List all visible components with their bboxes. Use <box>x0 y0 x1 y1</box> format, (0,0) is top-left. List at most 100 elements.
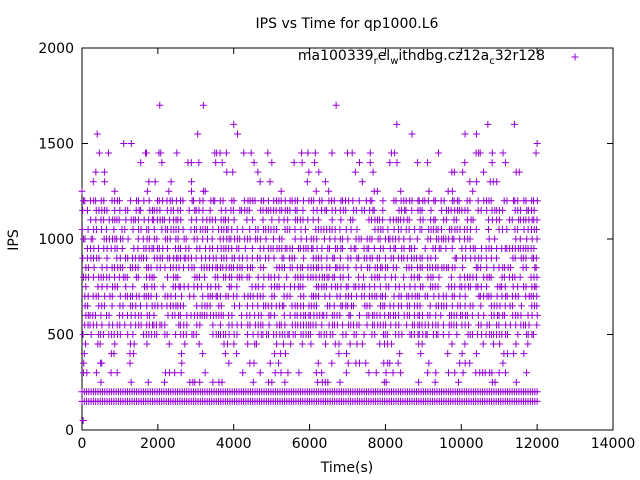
data-point <box>197 283 205 291</box>
data-point <box>330 302 338 310</box>
data-point <box>137 311 145 319</box>
data-point <box>530 245 538 253</box>
data-point <box>80 359 88 367</box>
data-point <box>415 378 423 386</box>
data-point <box>414 159 422 167</box>
data-point <box>206 302 214 310</box>
data-point <box>281 321 289 329</box>
data-point <box>259 292 267 300</box>
data-point <box>218 159 226 167</box>
data-point <box>357 235 365 243</box>
data-point <box>90 264 98 272</box>
data-point <box>368 235 376 243</box>
data-point <box>228 311 236 319</box>
data-point <box>118 245 126 253</box>
data-point <box>178 359 186 367</box>
data-point <box>332 101 340 109</box>
data-point <box>448 187 456 195</box>
data-point <box>424 159 432 167</box>
data-point <box>431 378 439 386</box>
data-point <box>370 245 378 253</box>
data-point <box>150 311 158 319</box>
data-point <box>417 350 425 358</box>
data-point <box>100 302 108 310</box>
data-point <box>108 292 116 300</box>
data-point <box>397 369 405 377</box>
data-point <box>386 359 394 367</box>
data-point <box>318 321 326 329</box>
data-point <box>516 273 524 281</box>
data-point <box>397 302 405 310</box>
data-point <box>252 340 260 348</box>
data-point <box>129 331 137 338</box>
data-point <box>280 311 288 319</box>
data-point <box>416 302 424 310</box>
data-point <box>452 216 460 224</box>
data-point <box>102 225 110 233</box>
data-point <box>280 254 288 262</box>
data-point <box>368 197 376 205</box>
data-point <box>336 378 344 386</box>
legend-label: ma100339relwithdbg.cz12ac32r128 <box>298 48 545 67</box>
data-point <box>275 273 283 281</box>
data-point <box>174 273 182 281</box>
x-axis-label: Time(s) <box>320 460 373 476</box>
data-point <box>532 225 540 233</box>
data-point <box>533 216 541 224</box>
data-point <box>391 149 399 157</box>
data-point <box>493 178 501 186</box>
data-point <box>323 254 331 262</box>
data-point <box>312 302 320 310</box>
data-point <box>524 340 532 348</box>
data-point <box>192 331 200 338</box>
data-point <box>321 178 329 186</box>
data-point <box>153 235 161 243</box>
data-point <box>291 254 299 262</box>
data-point <box>533 388 541 396</box>
data-point <box>79 416 87 424</box>
data-point <box>179 197 187 205</box>
data-point <box>379 206 387 214</box>
data-point <box>303 178 311 186</box>
data-point <box>223 340 231 348</box>
data-point <box>533 321 541 329</box>
data-point <box>120 140 128 147</box>
data-point <box>84 302 92 310</box>
data-point <box>268 378 276 386</box>
data-point <box>365 369 373 377</box>
data-point <box>411 245 419 253</box>
data-point <box>277 187 285 195</box>
data-point <box>522 283 530 291</box>
data-point <box>376 254 384 262</box>
data-point <box>221 350 229 358</box>
data-point <box>284 216 292 224</box>
data-point <box>143 187 151 195</box>
data-point <box>107 369 115 377</box>
data-point <box>392 245 400 253</box>
data-point <box>408 206 416 214</box>
data-point <box>214 273 222 281</box>
data-point <box>158 159 166 167</box>
data-point <box>413 235 421 243</box>
data-point <box>167 178 175 186</box>
data-point <box>434 283 442 291</box>
data-point <box>156 206 164 214</box>
data-point <box>495 216 503 224</box>
data-point <box>262 235 270 243</box>
data-point <box>461 130 469 138</box>
data-point <box>108 302 116 310</box>
data-point <box>264 149 272 157</box>
data-point <box>444 350 452 358</box>
data-point <box>499 149 507 157</box>
data-point <box>488 149 496 157</box>
data-point <box>503 197 511 205</box>
data-point <box>273 340 281 348</box>
data-point <box>322 340 330 348</box>
data-point <box>533 197 541 205</box>
data-point <box>209 321 217 329</box>
data-point <box>165 187 173 195</box>
data-point <box>532 264 540 272</box>
data-point <box>394 359 402 367</box>
data-point <box>126 359 134 367</box>
data-point <box>101 178 109 186</box>
